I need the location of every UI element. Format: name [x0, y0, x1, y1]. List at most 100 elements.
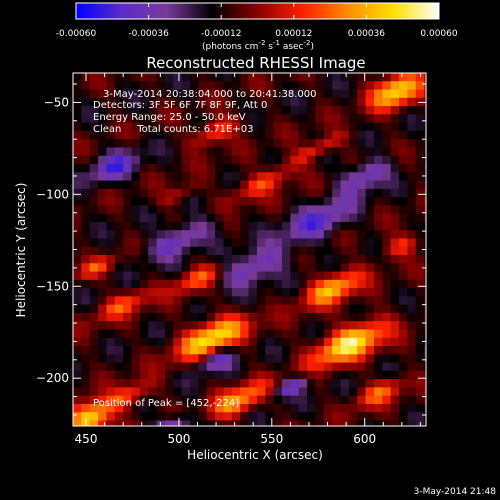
colorbar: -0.00060 -0.00036 -0.00012 0.00012 0.00036 0.… [56, 2, 458, 52]
heatmap-cell [390, 106, 400, 115]
heatmap-cell [73, 147, 82, 157]
heatmap-cell [315, 379, 325, 388]
heatmap-cell [424, 114, 426, 124]
heatmap-cell [365, 354, 375, 364]
heatmap-cell [123, 321, 133, 331]
heatmap-cell [282, 312, 291, 322]
heatmap-cell [248, 255, 258, 264]
heatmap-cell [148, 164, 158, 173]
heatmap-cell [148, 122, 158, 132]
heatmap-cell [256, 337, 266, 347]
heatmap-cell [382, 387, 392, 397]
heatmap-cell [399, 180, 409, 190]
heatmap-cell [348, 379, 358, 388]
heatmap-cell [73, 279, 82, 289]
heatmap-cell [265, 164, 275, 173]
heatmap-cell [248, 81, 258, 91]
heatmap-cell [181, 312, 191, 322]
heatmap-cell [415, 387, 425, 397]
heatmap-cell [81, 412, 91, 422]
heatmap-cell [390, 205, 400, 215]
heatmap-cell [424, 147, 426, 157]
heatmap-cell [156, 312, 166, 322]
heatmap-cell [265, 312, 275, 322]
heatmap-cell [357, 197, 367, 206]
heatmap-cell [290, 139, 300, 149]
heatmap-cell [365, 180, 375, 190]
heatmap-cell [173, 346, 183, 355]
heatmap-cell [282, 263, 291, 273]
heatmap-cell [340, 329, 350, 339]
heatmap-cell [265, 213, 275, 223]
heatmap-cell [164, 329, 174, 339]
heatmap-cell [198, 395, 208, 405]
heatmap-cell [173, 197, 183, 206]
heatmap-cell [265, 412, 275, 422]
heatmap-cell [315, 172, 325, 182]
heatmap-cell [139, 164, 149, 173]
heatmap-cell [223, 205, 233, 215]
heatmap-cell [190, 329, 200, 339]
heatmap-cell [323, 362, 333, 372]
heatmap-cell [382, 246, 392, 256]
heatmap-cell [382, 97, 392, 107]
heatmap-cell [123, 130, 133, 140]
heatmap-cell [373, 271, 383, 281]
heatmap-cell [190, 164, 200, 173]
heatmap-cell [415, 346, 425, 355]
heatmap-cell [98, 139, 108, 149]
heatmap-cell [215, 197, 225, 206]
heatmap-cell [223, 296, 233, 306]
heatmap-cell [290, 412, 300, 422]
heatmap-cell [215, 329, 225, 339]
heatmap-cell [231, 114, 241, 124]
heatmap-cell [190, 337, 200, 347]
heatmap-cell [248, 362, 258, 372]
heatmap-cell [407, 337, 417, 347]
heatmap-cell [198, 321, 208, 331]
heatmap-cell [265, 379, 275, 388]
heatmap-cell [73, 329, 82, 339]
heatmap-cell [332, 346, 342, 355]
heatmap-cell [399, 205, 409, 215]
heatmap-cell [357, 321, 367, 331]
heatmap-cell [290, 230, 300, 240]
heatmap-cell [357, 304, 367, 314]
heatmap-cell [198, 221, 208, 231]
heatmap-cell [340, 420, 350, 426]
heatmap-cell [81, 370, 91, 380]
heatmap-cell [148, 172, 158, 182]
heatmap-cell [240, 106, 250, 115]
heatmap-cell [307, 155, 317, 165]
heatmap-cell [206, 180, 216, 190]
heatmap-cell [390, 97, 400, 107]
heatmap-cell [307, 395, 317, 405]
heatmap-cell [382, 263, 392, 273]
heatmap-cell [248, 89, 258, 99]
heatmap-cell [373, 89, 383, 99]
heatmap-cell [399, 370, 409, 380]
heatmap-cell [81, 321, 91, 331]
heatmap-cell [156, 271, 166, 281]
heatmap-cell [139, 296, 149, 306]
heatmap-cell [173, 114, 183, 124]
heatmap-cell [282, 354, 291, 364]
heatmap-cell [89, 412, 99, 422]
heatmap-cell [365, 304, 375, 314]
heatmap-cell [148, 271, 158, 281]
heatmap-cell [424, 279, 426, 289]
heatmap-cell [81, 263, 91, 273]
heatmap-cell [415, 213, 425, 223]
heatmap-cell [323, 296, 333, 306]
heatmap-cell [357, 337, 367, 347]
heatmap-cell [407, 263, 417, 273]
heatmap-cell [348, 230, 358, 240]
heatmap-cell [114, 114, 124, 124]
heatmap-cell [407, 180, 417, 190]
heatmap-cell [273, 139, 283, 149]
heatmap-cell [407, 387, 417, 397]
heatmap-cell [114, 288, 124, 297]
heatmap-cell [290, 180, 300, 190]
heatmap-cell [307, 130, 317, 140]
heatmap-cell [156, 139, 166, 149]
